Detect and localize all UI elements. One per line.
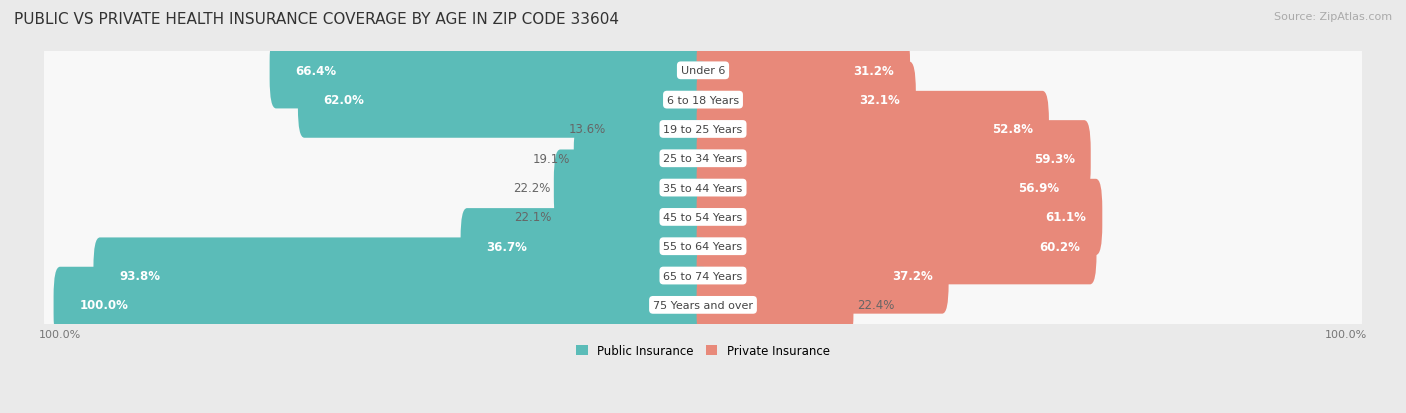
FancyBboxPatch shape bbox=[298, 62, 710, 138]
FancyBboxPatch shape bbox=[44, 249, 1362, 361]
Text: 6 to 18 Years: 6 to 18 Years bbox=[666, 95, 740, 105]
FancyBboxPatch shape bbox=[44, 74, 1362, 185]
Text: 61.1%: 61.1% bbox=[1045, 211, 1087, 224]
Text: 19 to 25 Years: 19 to 25 Years bbox=[664, 125, 742, 135]
Text: 32.1%: 32.1% bbox=[859, 94, 900, 107]
Text: 56.9%: 56.9% bbox=[1018, 182, 1059, 195]
FancyBboxPatch shape bbox=[696, 150, 1076, 226]
Text: 65 to 74 Years: 65 to 74 Years bbox=[664, 271, 742, 281]
Text: 22.4%: 22.4% bbox=[856, 299, 894, 311]
FancyBboxPatch shape bbox=[554, 150, 710, 226]
FancyBboxPatch shape bbox=[554, 179, 710, 255]
FancyBboxPatch shape bbox=[44, 16, 1362, 127]
Text: 25 to 34 Years: 25 to 34 Years bbox=[664, 154, 742, 164]
FancyBboxPatch shape bbox=[696, 267, 853, 343]
FancyBboxPatch shape bbox=[574, 121, 710, 197]
FancyBboxPatch shape bbox=[270, 33, 710, 109]
Text: 13.6%: 13.6% bbox=[568, 123, 606, 136]
FancyBboxPatch shape bbox=[609, 92, 710, 168]
FancyBboxPatch shape bbox=[44, 133, 1362, 244]
Text: 19.1%: 19.1% bbox=[533, 152, 571, 165]
FancyBboxPatch shape bbox=[44, 45, 1362, 156]
FancyBboxPatch shape bbox=[696, 179, 1102, 255]
FancyBboxPatch shape bbox=[696, 92, 1049, 168]
Legend: Public Insurance, Private Insurance: Public Insurance, Private Insurance bbox=[571, 339, 835, 362]
Text: 35 to 44 Years: 35 to 44 Years bbox=[664, 183, 742, 193]
Text: 93.8%: 93.8% bbox=[120, 269, 160, 282]
FancyBboxPatch shape bbox=[44, 162, 1362, 273]
FancyBboxPatch shape bbox=[696, 62, 915, 138]
FancyBboxPatch shape bbox=[696, 209, 1097, 285]
Text: 100.0%: 100.0% bbox=[79, 299, 128, 311]
Text: 52.8%: 52.8% bbox=[991, 123, 1033, 136]
Text: 55 to 64 Years: 55 to 64 Years bbox=[664, 242, 742, 252]
Text: 22.1%: 22.1% bbox=[513, 211, 551, 224]
Text: 31.2%: 31.2% bbox=[853, 65, 894, 78]
FancyBboxPatch shape bbox=[696, 238, 949, 314]
FancyBboxPatch shape bbox=[44, 220, 1362, 332]
FancyBboxPatch shape bbox=[461, 209, 710, 285]
Text: Under 6: Under 6 bbox=[681, 66, 725, 76]
FancyBboxPatch shape bbox=[53, 267, 710, 343]
Text: Source: ZipAtlas.com: Source: ZipAtlas.com bbox=[1274, 12, 1392, 22]
Text: 22.2%: 22.2% bbox=[513, 182, 551, 195]
Text: 45 to 54 Years: 45 to 54 Years bbox=[664, 212, 742, 222]
Text: 37.2%: 37.2% bbox=[891, 269, 932, 282]
FancyBboxPatch shape bbox=[44, 103, 1362, 214]
Text: 36.7%: 36.7% bbox=[486, 240, 527, 253]
FancyBboxPatch shape bbox=[696, 121, 1091, 197]
FancyBboxPatch shape bbox=[44, 191, 1362, 302]
Text: 66.4%: 66.4% bbox=[295, 65, 336, 78]
Text: PUBLIC VS PRIVATE HEALTH INSURANCE COVERAGE BY AGE IN ZIP CODE 33604: PUBLIC VS PRIVATE HEALTH INSURANCE COVER… bbox=[14, 12, 619, 27]
FancyBboxPatch shape bbox=[93, 238, 710, 314]
Text: 75 Years and over: 75 Years and over bbox=[652, 300, 754, 310]
FancyBboxPatch shape bbox=[696, 33, 910, 109]
Text: 60.2%: 60.2% bbox=[1039, 240, 1080, 253]
Text: 59.3%: 59.3% bbox=[1033, 152, 1074, 165]
Text: 62.0%: 62.0% bbox=[323, 94, 364, 107]
